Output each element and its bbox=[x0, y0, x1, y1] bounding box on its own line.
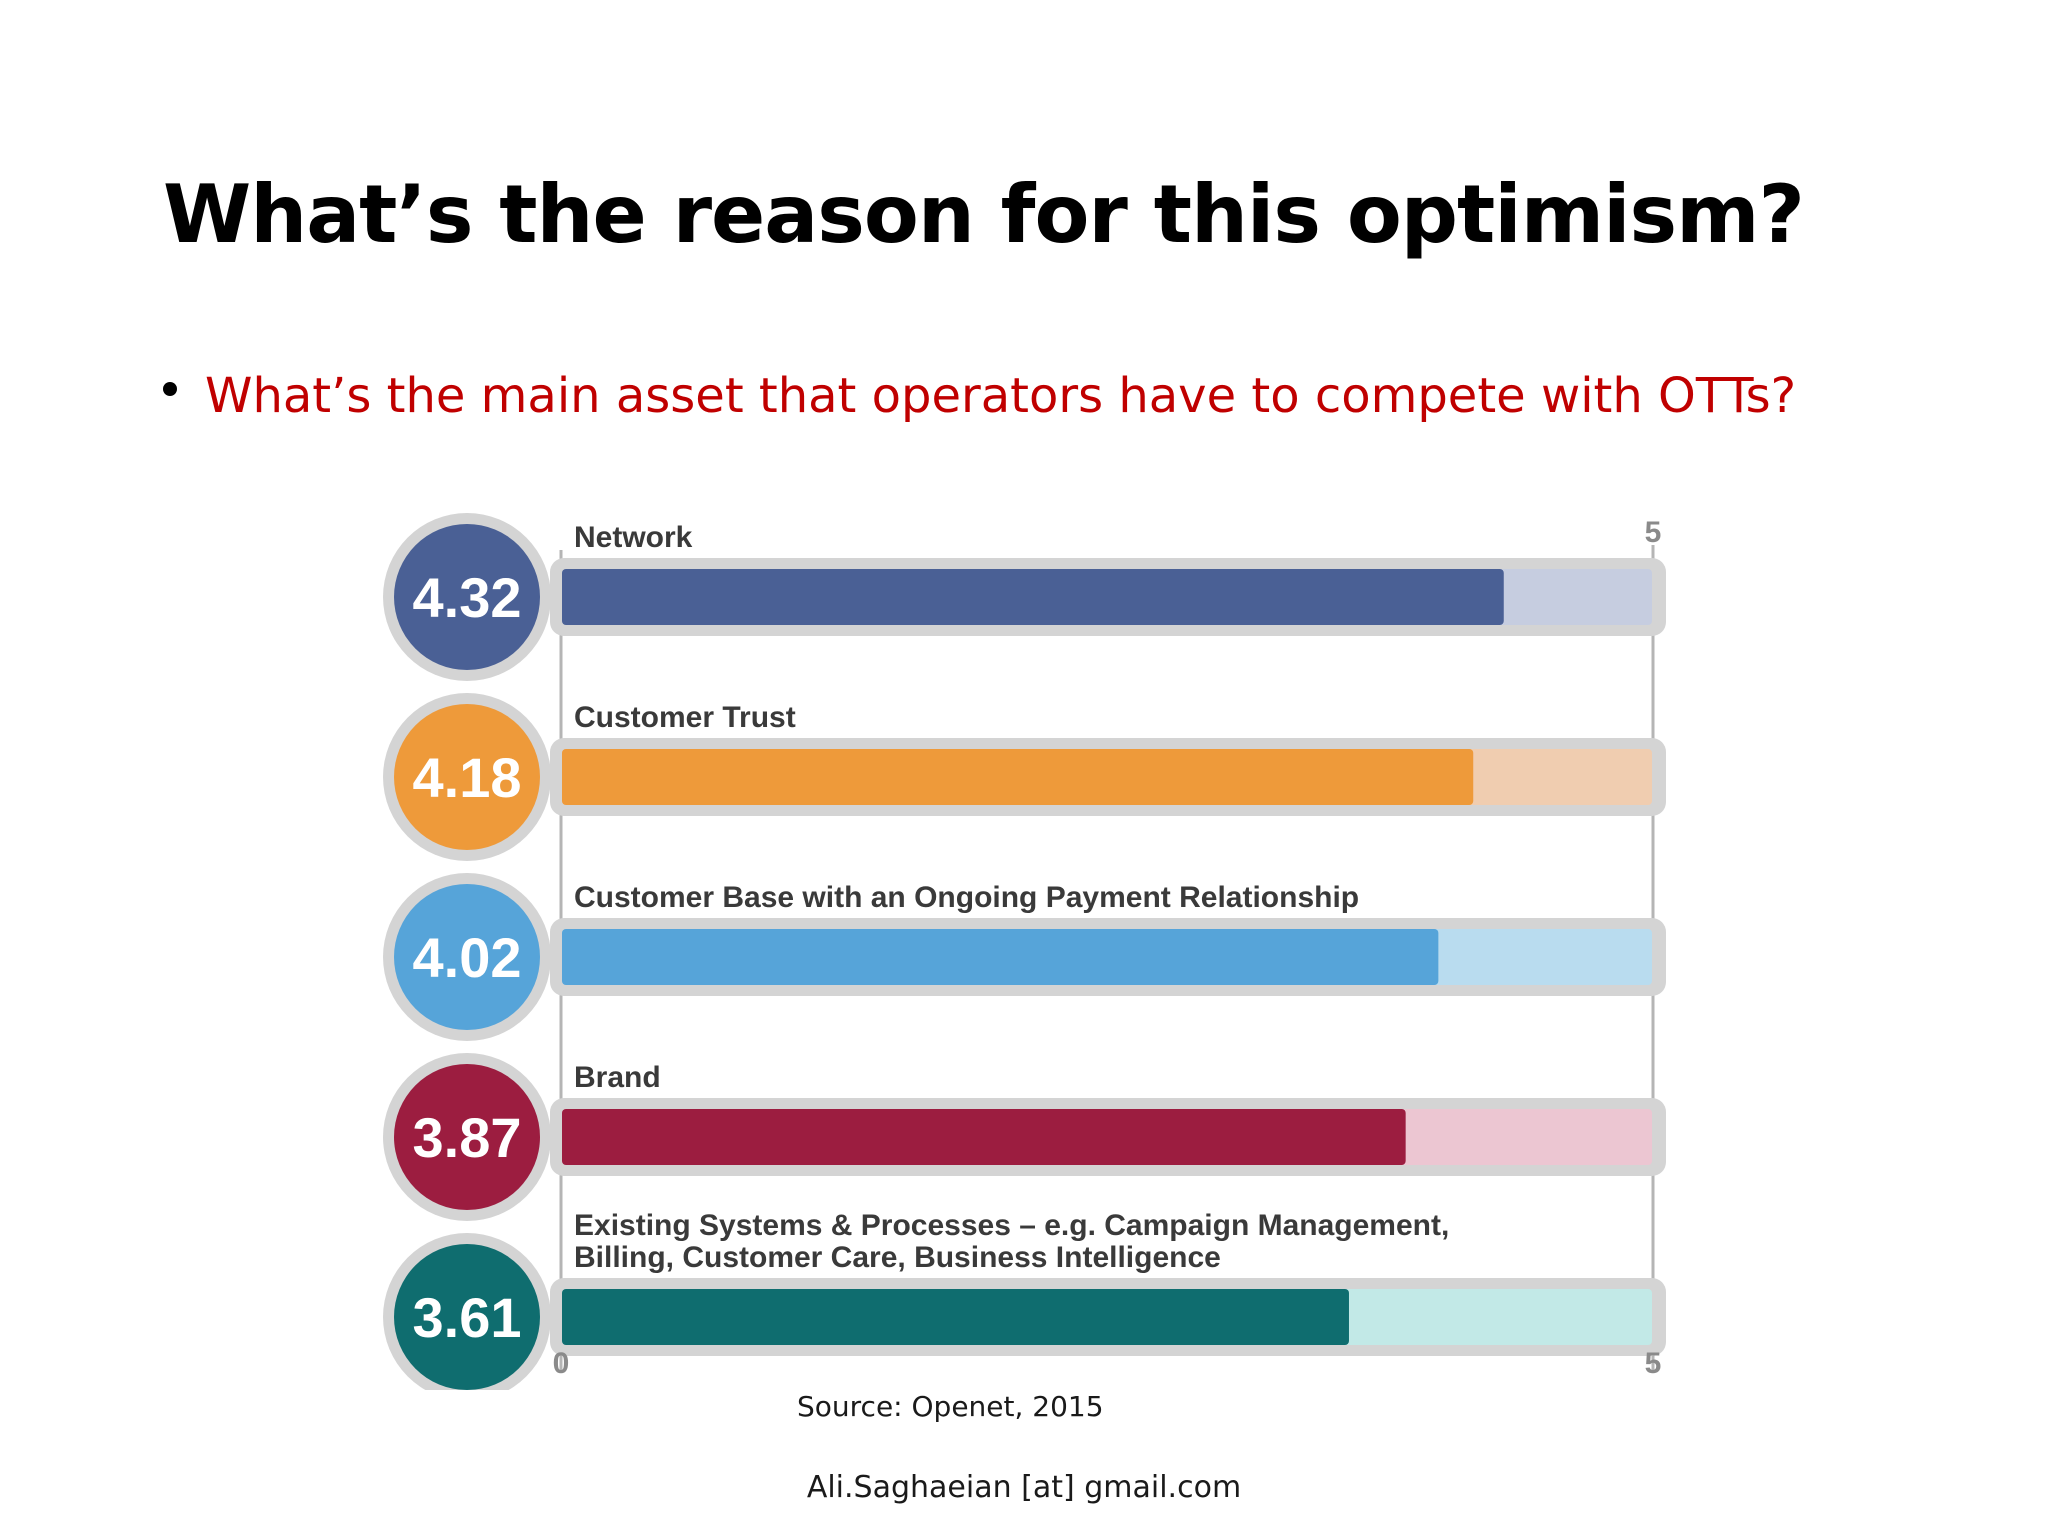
footer-email: Ali.Saghaeian [at] gmail.com bbox=[806, 1470, 1242, 1505]
bar bbox=[562, 1109, 1406, 1165]
category-label: Customer Base with an Ongoing Payment Re… bbox=[574, 881, 1359, 914]
tick-label-min: 0 bbox=[553, 1347, 570, 1380]
bullet-point: What’s the main asset that operators hav… bbox=[163, 368, 1796, 424]
data-label: 3.61 bbox=[413, 1286, 522, 1349]
bar bbox=[562, 929, 1439, 985]
bar bbox=[562, 1289, 1349, 1345]
category-label: Billing, Customer Care, Business Intelli… bbox=[574, 1241, 1221, 1274]
value-circle bbox=[394, 1064, 540, 1210]
bar bbox=[562, 569, 1504, 625]
tick-label-max: 5 bbox=[1645, 1347, 1662, 1380]
value-circle bbox=[394, 1244, 540, 1390]
category-label: Existing Systems & Processes – e.g. Camp… bbox=[574, 1209, 1449, 1242]
bar bbox=[562, 749, 1474, 805]
category-label: Customer Trust bbox=[574, 701, 796, 734]
value-circle bbox=[394, 704, 540, 850]
value-circle bbox=[394, 884, 540, 1030]
category-label: Network bbox=[574, 521, 693, 554]
data-label: 4.18 bbox=[413, 746, 522, 809]
data-label: 4.02 bbox=[413, 926, 522, 989]
data-label: 4.32 bbox=[413, 566, 522, 629]
value-circle bbox=[394, 524, 540, 670]
chart-source: Source: Openet, 2015 bbox=[797, 1390, 1104, 1423]
category-label: Brand bbox=[574, 1061, 661, 1094]
asset-bar-chart: 4.32 Network 4.18 Customer Trust 4.02 Custome… bbox=[383, 513, 1666, 1390]
data-label: 3.87 bbox=[413, 1106, 522, 1169]
slide-title: What’s the reason for this optimism? bbox=[163, 168, 1805, 261]
bullet-text: What’s the main asset that operators hav… bbox=[205, 368, 1797, 424]
tick-label-top: 5 bbox=[1645, 516, 1662, 549]
bullet-dot-icon bbox=[163, 382, 177, 396]
